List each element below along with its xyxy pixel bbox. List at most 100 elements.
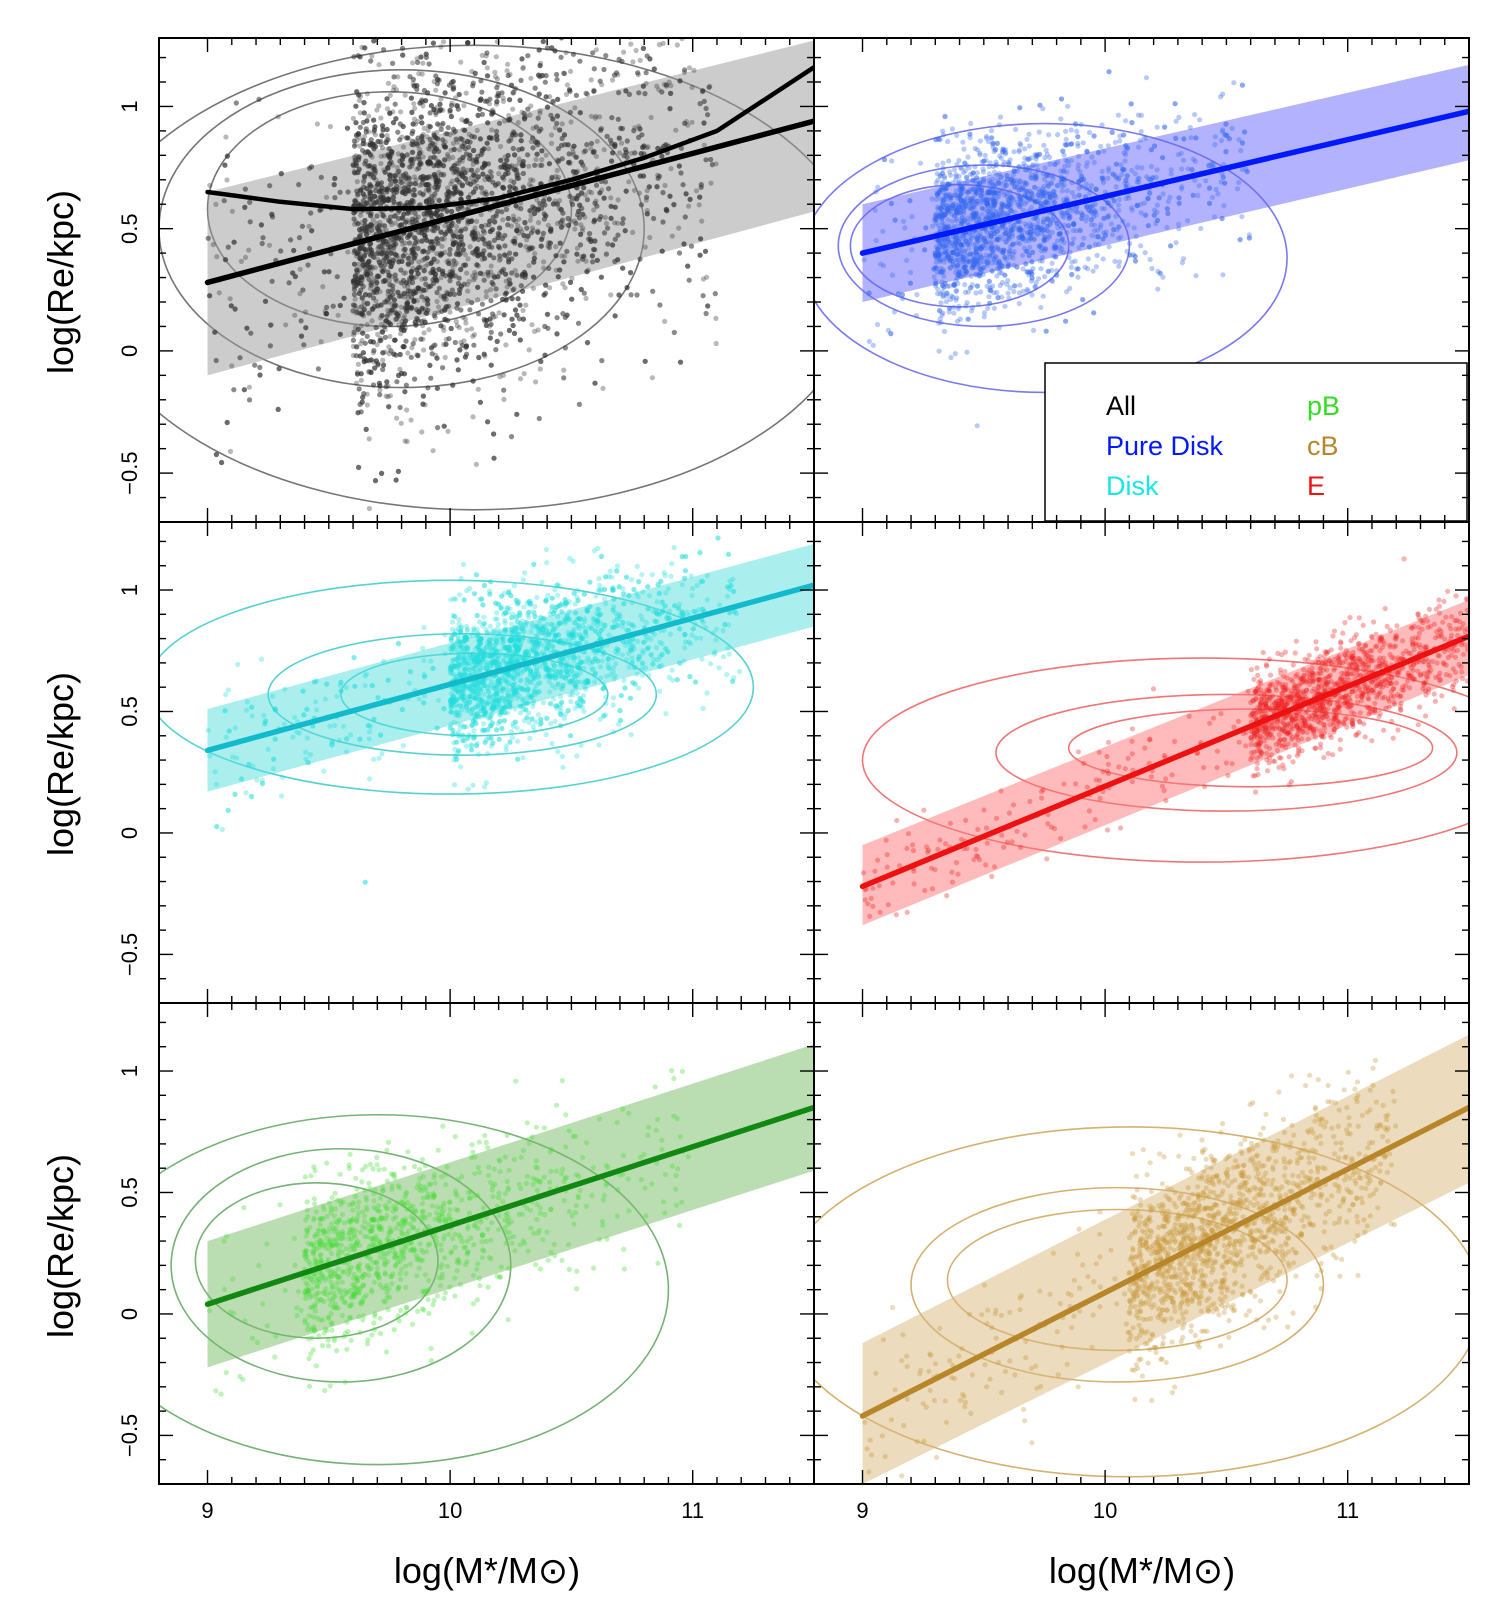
data-point xyxy=(561,70,567,76)
data-point xyxy=(385,288,391,294)
data-point xyxy=(392,272,398,278)
data-point xyxy=(635,72,641,78)
data-point xyxy=(535,327,541,333)
data-point xyxy=(402,251,408,257)
data-point xyxy=(530,227,536,234)
data-point xyxy=(583,90,589,96)
data-point xyxy=(378,161,384,167)
data-point xyxy=(382,349,388,355)
data-point xyxy=(435,76,441,83)
data-point xyxy=(466,144,472,150)
data-point xyxy=(436,198,442,204)
data-point xyxy=(564,312,570,318)
data-point xyxy=(432,242,438,248)
data-point xyxy=(460,127,466,133)
data-point xyxy=(636,123,642,129)
data-point xyxy=(464,270,470,276)
data-point xyxy=(370,350,376,356)
data-point xyxy=(396,310,403,316)
data-point xyxy=(366,209,372,216)
data-point xyxy=(443,317,449,323)
data-point xyxy=(397,366,403,372)
data-point xyxy=(352,141,358,147)
data-point xyxy=(368,173,374,179)
data-point xyxy=(402,246,408,252)
data-point xyxy=(437,101,443,107)
data-point xyxy=(497,164,503,170)
data-point xyxy=(575,258,581,264)
data-point xyxy=(516,160,522,166)
data-point xyxy=(591,246,597,253)
data-point xyxy=(352,248,358,254)
data-point xyxy=(502,118,508,124)
data-point xyxy=(574,245,581,251)
data-point xyxy=(371,175,377,181)
data-point xyxy=(707,83,713,89)
data-point xyxy=(435,136,441,142)
data-point xyxy=(421,191,427,197)
data-point xyxy=(391,297,397,303)
data-point xyxy=(442,30,447,35)
data-point xyxy=(536,47,542,53)
data-point xyxy=(513,86,519,92)
data-point xyxy=(400,144,407,150)
data-point xyxy=(410,200,416,206)
data-point xyxy=(415,353,421,359)
data-point xyxy=(452,95,459,101)
data-point xyxy=(474,183,481,189)
data-point xyxy=(533,124,540,130)
data-point xyxy=(588,77,594,83)
data-point xyxy=(462,226,469,232)
data-point xyxy=(400,123,406,130)
data-point xyxy=(450,140,456,146)
data-point xyxy=(578,159,584,165)
data-point xyxy=(487,335,493,341)
data-point xyxy=(362,217,368,224)
data-point xyxy=(403,179,409,185)
data-point xyxy=(351,163,357,169)
data-point xyxy=(299,223,305,229)
data-point xyxy=(450,382,456,388)
data-point xyxy=(353,197,359,203)
data-point xyxy=(470,80,476,86)
data-point xyxy=(390,194,396,200)
data-point xyxy=(392,101,398,107)
data-point xyxy=(410,81,416,87)
data-point xyxy=(503,271,509,277)
data-point xyxy=(402,92,408,98)
data-point xyxy=(560,281,566,287)
data-point xyxy=(535,207,541,213)
data-point xyxy=(588,140,595,147)
data-point xyxy=(487,168,493,175)
data-point xyxy=(366,436,372,442)
data-point xyxy=(378,302,384,308)
data-point xyxy=(430,40,436,46)
data-point xyxy=(384,96,390,102)
data-point xyxy=(481,237,487,244)
data-point xyxy=(334,274,340,280)
data-point xyxy=(628,150,635,156)
data-point xyxy=(470,414,476,420)
data-point xyxy=(374,286,381,292)
data-point xyxy=(420,60,426,66)
data-point xyxy=(361,178,367,184)
data-point xyxy=(570,51,577,57)
data-point xyxy=(442,157,448,163)
data-point xyxy=(371,129,377,135)
data-point xyxy=(662,182,668,189)
data-point xyxy=(326,269,332,275)
data-point xyxy=(421,330,427,336)
data-point xyxy=(708,180,714,186)
data-point xyxy=(494,93,500,99)
data-point xyxy=(380,238,386,245)
data-point xyxy=(460,154,466,160)
data-point xyxy=(373,324,379,331)
data-point xyxy=(465,288,471,294)
data-point xyxy=(434,355,440,361)
data-point xyxy=(377,219,383,226)
data-point xyxy=(426,61,432,67)
data-point xyxy=(526,181,533,187)
data-point xyxy=(386,351,392,357)
data-point xyxy=(434,175,441,181)
data-point xyxy=(385,164,391,171)
